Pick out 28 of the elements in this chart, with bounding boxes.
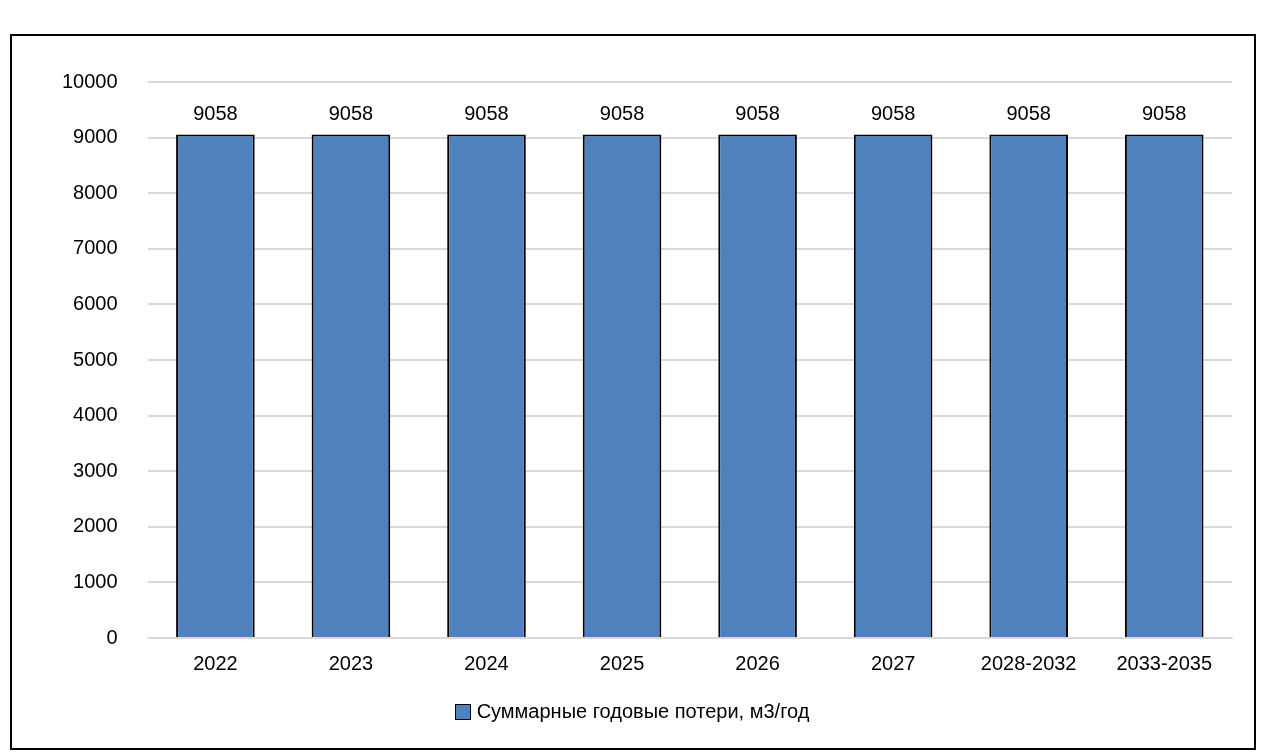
y-tick-label: 6000: [73, 291, 118, 314]
y-tick-label: 3000: [73, 458, 118, 481]
x-tick-label: 2024: [464, 651, 509, 674]
data-label: 9058: [599, 101, 645, 124]
y-tick-label: 4000: [73, 403, 118, 426]
x-tick-label: 2027: [870, 651, 916, 674]
data-label: 9058: [1006, 101, 1051, 124]
data-label: 9058: [735, 101, 780, 124]
x-tick-label: 2033-2035: [1116, 651, 1213, 674]
x-tick-label: 2025: [599, 651, 645, 674]
y-tick-label: 5000: [73, 347, 118, 370]
data-label: 9058: [464, 101, 509, 124]
y-tick-label: 0: [106, 625, 118, 648]
y-tick-label: 2000: [73, 514, 118, 537]
data-label: 9058: [870, 101, 916, 124]
data-label: 9058: [328, 101, 374, 124]
y-tick-label: 8000: [73, 180, 118, 203]
y-tick-label: 1000: [73, 569, 118, 592]
text: Суммарные годовые потери, м3/год: [476, 700, 810, 723]
x-tick-label: 2026: [735, 651, 780, 674]
x-tick-label: 2022: [193, 651, 238, 674]
data-label: 9058: [1141, 101, 1187, 124]
x-tick-label: 2023: [328, 651, 374, 674]
y-tick-label: 10000: [61, 69, 118, 92]
y-tick-label: 9000: [73, 125, 118, 148]
data-label: 9058: [193, 101, 238, 124]
y-tick-label: 7000: [73, 236, 118, 259]
x-tick-label: 2028-2032: [980, 651, 1077, 674]
